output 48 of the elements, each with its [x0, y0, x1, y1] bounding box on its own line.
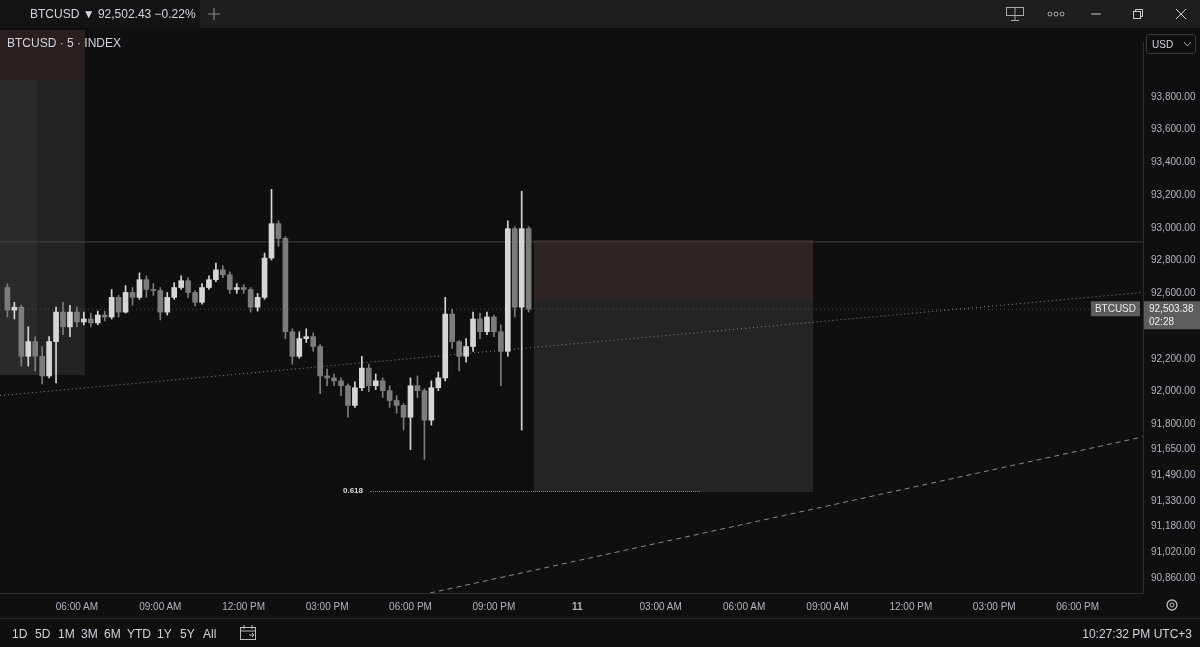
- y-tick-label: 93,200.00: [1151, 188, 1196, 200]
- text: All: [203, 627, 217, 641]
- x-tick-label: 06:00 PM: [389, 600, 432, 612]
- x-tick-label: 03:00 PM: [972, 600, 1016, 612]
- y-tick-label: 91,180.00: [1151, 519, 1196, 531]
- text: YTD: [127, 627, 151, 641]
- y-tick-label: 91,020.00: [1151, 545, 1196, 557]
- y-tick-label: 92,200.00: [1151, 352, 1196, 364]
- y-tick-label: 91,330.00: [1151, 495, 1196, 507]
- x-tick-label: 03:00 PM: [305, 600, 349, 612]
- y-tick-label: 91,490.00: [1151, 468, 1196, 480]
- text: 92,503.38: [1149, 303, 1194, 314]
- x-tick-label: 12:00 PM: [222, 600, 266, 612]
- ref-line-label: BTCUSD: [1094, 303, 1137, 314]
- x-tick-label: 09:00 PM: [472, 600, 516, 612]
- y-tick-label: 92,600.00: [1151, 287, 1196, 299]
- text: 02:28: [1149, 316, 1175, 327]
- x-tick-label: 06:00 AM: [722, 600, 766, 612]
- y-tick-label: 92,800.00: [1151, 254, 1196, 266]
- chart-subtitle: BTCUSD ▼ 92,502.43 −0.22%: [0, 0, 200, 28]
- y-tick-label: 91,800.00: [1151, 418, 1196, 430]
- candlestick: [233, 283, 240, 294]
- y-tick-label: 93,600.00: [1151, 123, 1196, 135]
- y-tick-label: 92,000.00: [1151, 385, 1196, 397]
- text: 1Y: [157, 627, 172, 641]
- chart-title: BTCUSD · 5 · INDEX: [6, 35, 122, 52]
- text: 1M: [58, 627, 75, 641]
- y-tick-label: 93,800.00: [1151, 90, 1196, 102]
- x-tick-label: 06:00 AM: [55, 600, 99, 612]
- x-tick-label: 11: [572, 600, 584, 612]
- y-tick-label: 93,000.00: [1151, 221, 1196, 233]
- y-tick-label: 91,650.00: [1151, 442, 1196, 454]
- text: 10:27:32 PM UTC+3: [1082, 627, 1192, 641]
- x-tick-label: 12:00 PM: [889, 600, 933, 612]
- x-tick-label: 06:00 PM: [1056, 600, 1100, 612]
- x-tick-label: 09:00 AM: [139, 600, 182, 612]
- text: 3M: [81, 627, 98, 641]
- annotation: 0.618: [343, 486, 364, 495]
- text: USD: [1146, 34, 1196, 54]
- x-tick-label: 09:00 AM: [806, 600, 849, 612]
- text: 6M: [104, 627, 121, 641]
- text: 5Y: [180, 627, 195, 641]
- y-tick-label: 90,860.00: [1151, 572, 1196, 584]
- text: 1D: [12, 627, 28, 641]
- candlestick: [81, 311, 87, 326]
- x-tick-label: 03:00 AM: [639, 600, 682, 612]
- y-tick-label: 93,400.00: [1151, 156, 1196, 168]
- text: 5D: [35, 627, 51, 641]
